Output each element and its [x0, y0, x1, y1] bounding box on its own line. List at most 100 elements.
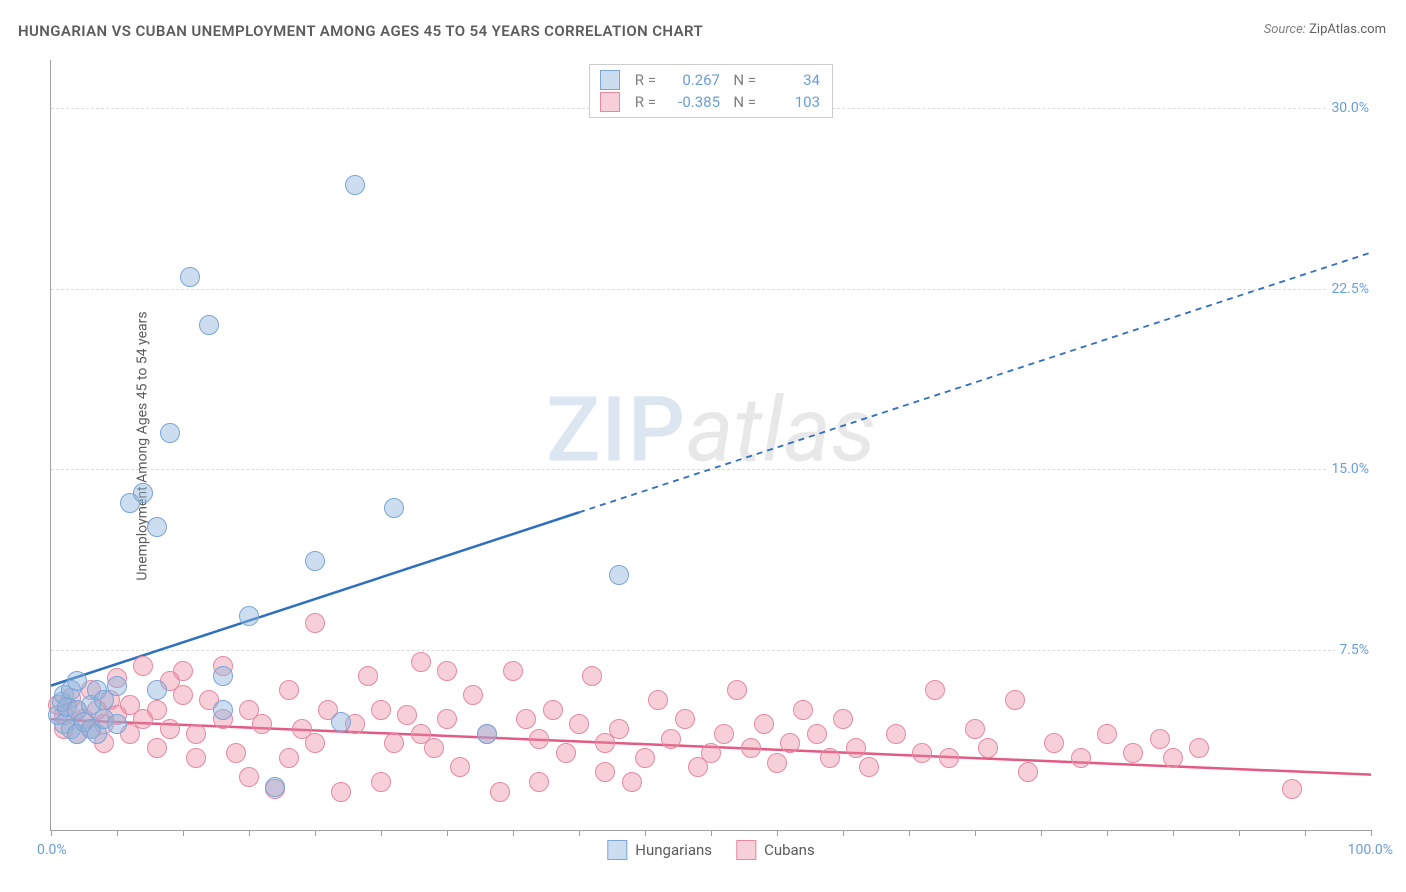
data-point-cubans — [661, 729, 681, 749]
data-point-cubans — [701, 743, 721, 763]
data-point-hungarians — [213, 666, 233, 686]
n-value-hungarians: 34 — [764, 69, 820, 91]
data-point-cubans — [912, 743, 932, 763]
x-tick-mark — [579, 830, 580, 836]
x-tick-label-max: 100.0% — [1348, 842, 1393, 858]
data-point-cubans — [1189, 738, 1209, 758]
data-point-cubans — [978, 738, 998, 758]
data-point-cubans — [173, 685, 193, 705]
r-label: R = — [628, 69, 656, 91]
data-point-cubans — [279, 680, 299, 700]
data-point-cubans — [793, 700, 813, 720]
data-point-hungarians — [107, 714, 127, 734]
x-tick-mark — [1173, 830, 1174, 836]
data-point-hungarians — [147, 680, 167, 700]
x-tick-mark — [447, 830, 448, 836]
data-point-cubans — [754, 714, 774, 734]
source-name: ZipAtlas.com — [1309, 22, 1386, 37]
r-value-hungarians: 0.267 — [664, 69, 720, 91]
data-point-cubans — [147, 738, 167, 758]
x-tick-mark — [381, 830, 382, 836]
data-point-cubans — [859, 757, 879, 777]
x-tick-mark — [711, 830, 712, 836]
series-legend: Hungarians Cubans — [607, 840, 814, 860]
swatch-hungarians — [600, 70, 620, 90]
y-tick-label: 30.0% — [1327, 100, 1373, 116]
x-tick-mark — [315, 830, 316, 836]
data-point-cubans — [807, 724, 827, 744]
data-point-cubans — [1071, 748, 1091, 768]
data-point-cubans — [424, 738, 444, 758]
data-point-hungarians — [477, 724, 497, 744]
data-point-cubans — [529, 729, 549, 749]
data-point-hungarians — [239, 606, 259, 626]
x-tick-mark — [1239, 830, 1240, 836]
legend-row-hungarians: R = 0.267 N = 34 — [600, 69, 820, 91]
data-point-hungarians — [331, 712, 351, 732]
data-point-cubans — [622, 772, 642, 792]
x-tick-mark — [843, 830, 844, 836]
x-tick-mark — [645, 830, 646, 836]
data-point-cubans — [714, 724, 734, 744]
data-point-cubans — [331, 782, 351, 802]
data-point-cubans — [147, 700, 167, 720]
data-point-cubans — [741, 738, 761, 758]
data-point-hungarians — [305, 551, 325, 571]
data-point-cubans — [1163, 748, 1183, 768]
x-tick-mark — [513, 830, 514, 836]
data-point-cubans — [186, 724, 206, 744]
data-point-cubans — [569, 714, 589, 734]
data-point-cubans — [595, 762, 615, 782]
r-value-cubans: -0.385 — [664, 91, 720, 113]
data-point-cubans — [239, 767, 259, 787]
data-point-cubans — [463, 685, 483, 705]
data-point-hungarians — [147, 517, 167, 537]
data-point-cubans — [160, 719, 180, 739]
data-point-cubans — [279, 748, 299, 768]
data-point-hungarians — [609, 565, 629, 585]
data-point-cubans — [556, 743, 576, 763]
data-point-cubans — [1018, 762, 1038, 782]
data-point-cubans — [305, 733, 325, 753]
x-tick-mark — [909, 830, 910, 836]
legend-row-cubans: R = -0.385 N = 103 — [600, 91, 820, 113]
data-point-cubans — [1150, 729, 1170, 749]
x-tick-mark — [975, 830, 976, 836]
chart-title: HUNGARIAN VS CUBAN UNEMPLOYMENT AMONG AG… — [18, 22, 703, 40]
n-value-cubans: 103 — [764, 91, 820, 113]
swatch-cubans — [600, 92, 620, 112]
y-tick-label: 15.0% — [1327, 461, 1373, 477]
data-point-cubans — [727, 680, 747, 700]
data-point-cubans — [173, 661, 193, 681]
legend-item-cubans: Cubans — [736, 840, 815, 860]
data-point-cubans — [1005, 690, 1025, 710]
swatch-hungarians-icon — [607, 840, 627, 860]
data-point-hungarians — [384, 498, 404, 518]
data-point-hungarians — [107, 676, 127, 696]
data-point-hungarians — [345, 175, 365, 195]
x-tick-mark — [777, 830, 778, 836]
legend-item-hungarians: Hungarians — [607, 840, 712, 860]
data-point-cubans — [939, 748, 959, 768]
data-point-cubans — [833, 709, 853, 729]
data-point-hungarians — [213, 700, 233, 720]
x-tick-mark — [1305, 830, 1306, 836]
x-tick-mark — [1371, 830, 1372, 836]
y-tick-label: 22.5% — [1327, 281, 1373, 297]
data-point-cubans — [767, 753, 787, 773]
trend-line-dashed-hungarians — [579, 253, 1371, 513]
source-attribution: Source: ZipAtlas.com — [1264, 22, 1386, 37]
x-tick-mark — [1107, 830, 1108, 836]
data-point-hungarians — [199, 315, 219, 335]
y-tick-label: 7.5% — [1335, 642, 1373, 658]
x-tick-mark — [249, 830, 250, 836]
data-point-cubans — [886, 724, 906, 744]
data-point-cubans — [226, 743, 246, 763]
scatter-plot-area: ZIPatlas R = 0.267 N = 34 R = -0.385 N =… — [50, 60, 1371, 831]
data-point-cubans — [133, 656, 153, 676]
data-point-cubans — [1097, 724, 1117, 744]
data-point-cubans — [437, 709, 457, 729]
data-point-hungarians — [265, 777, 285, 797]
data-point-cubans — [529, 772, 549, 792]
data-point-cubans — [820, 748, 840, 768]
